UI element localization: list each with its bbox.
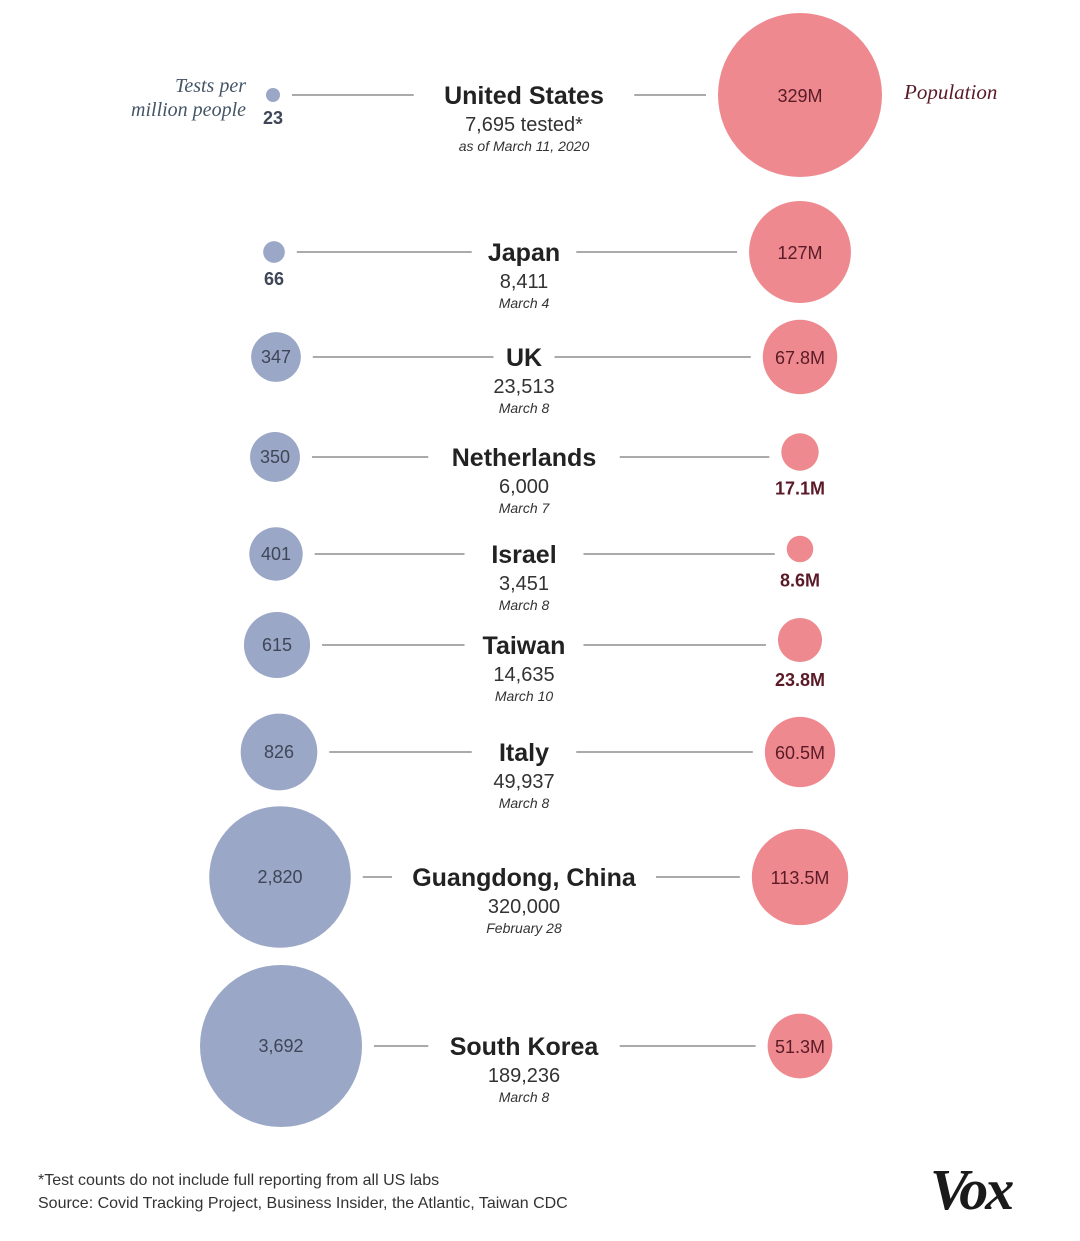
vox-logo: Vox — [930, 1157, 1014, 1222]
population-bubble — [718, 13, 882, 177]
legend-tests-line2: million people — [131, 99, 246, 121]
test-date: March 8 — [499, 795, 550, 811]
test-date: March 8 — [499, 597, 550, 613]
tests-bubble — [249, 527, 303, 581]
tests-value-label: 615 — [262, 635, 292, 655]
population-bubble — [777, 617, 823, 663]
tests-value-label: 826 — [264, 742, 294, 762]
country-name: Netherlands — [452, 444, 596, 472]
test-date: February 28 — [486, 920, 562, 936]
population-bubble — [764, 716, 836, 788]
tests-count: 8,411 — [500, 271, 549, 293]
tests-value-label: 350 — [260, 447, 290, 467]
population-value-label: 51.3M — [775, 1037, 825, 1057]
population-value-label: 60.5M — [775, 743, 825, 763]
test-date: March 4 — [499, 295, 550, 311]
tests-count: 14,635 — [493, 664, 554, 686]
tests-count: 3,451 — [499, 573, 549, 595]
population-value-label: 113.5M — [771, 868, 830, 888]
test-date: as of March 11, 2020 — [459, 138, 590, 154]
country-name: UK — [506, 344, 542, 372]
tests-bubble — [251, 332, 301, 382]
tests-bubble — [243, 611, 311, 679]
test-date: March 7 — [499, 500, 551, 516]
population-bubble — [786, 535, 814, 563]
footnote: *Test counts do not include full reporti… — [38, 1172, 440, 1189]
population-value-label: 8.6M — [780, 570, 820, 590]
tests-count: 49,937 — [493, 771, 554, 793]
tests-value-label: 23 — [263, 108, 283, 128]
tests-value-label: 3,692 — [258, 1036, 303, 1056]
tests-bubble — [200, 965, 362, 1127]
test-date: March 10 — [495, 688, 554, 704]
population-bubble — [781, 433, 819, 471]
population-value-label: 67.8M — [775, 348, 825, 368]
population-value-label: 17.1M — [775, 479, 825, 499]
population-bubble — [762, 319, 838, 395]
tests-count: 7,695 tested* — [465, 114, 583, 136]
tests-bubble — [209, 806, 351, 948]
tests-bubble — [263, 241, 285, 263]
tests-count: 6,000 — [499, 476, 549, 498]
tests-value-label: 347 — [261, 347, 291, 367]
tests-bubble — [250, 432, 300, 482]
test-date: March 8 — [499, 1089, 550, 1105]
population-value-label: 127M — [777, 243, 822, 263]
population-bubble — [751, 828, 849, 926]
tests-count: 320,000 — [488, 896, 560, 918]
tests-value-label: 401 — [261, 544, 291, 564]
population-bubble — [749, 201, 851, 303]
country-name: Israel — [491, 541, 556, 569]
legend-tests-line1: Tests per — [175, 75, 246, 97]
country-name: Taiwan — [483, 632, 566, 660]
country-name: South Korea — [450, 1033, 600, 1061]
source-note: Source: Covid Tracking Project, Business… — [38, 1195, 568, 1212]
tests-value-label: 66 — [264, 269, 284, 289]
population-value-label: 23.8M — [775, 670, 825, 690]
tests-count: 23,513 — [493, 376, 554, 398]
tests-count: 189,236 — [488, 1065, 560, 1087]
tests-value-label: 2,820 — [257, 867, 302, 887]
tests-bubble — [240, 713, 318, 791]
country-name: Italy — [499, 739, 549, 767]
test-date: March 8 — [499, 400, 550, 416]
legend-population: Population — [903, 80, 997, 104]
bubble-chart: 23 329M United States 7,695 tested* as of Ma… — [131, 13, 997, 1127]
population-value-label: 329M — [777, 86, 822, 106]
population-bubble — [767, 1013, 833, 1079]
country-name: Guangdong, China — [412, 864, 637, 892]
country-name: United States — [444, 82, 604, 110]
tests-bubble — [266, 88, 280, 102]
country-name: Japan — [488, 239, 560, 267]
